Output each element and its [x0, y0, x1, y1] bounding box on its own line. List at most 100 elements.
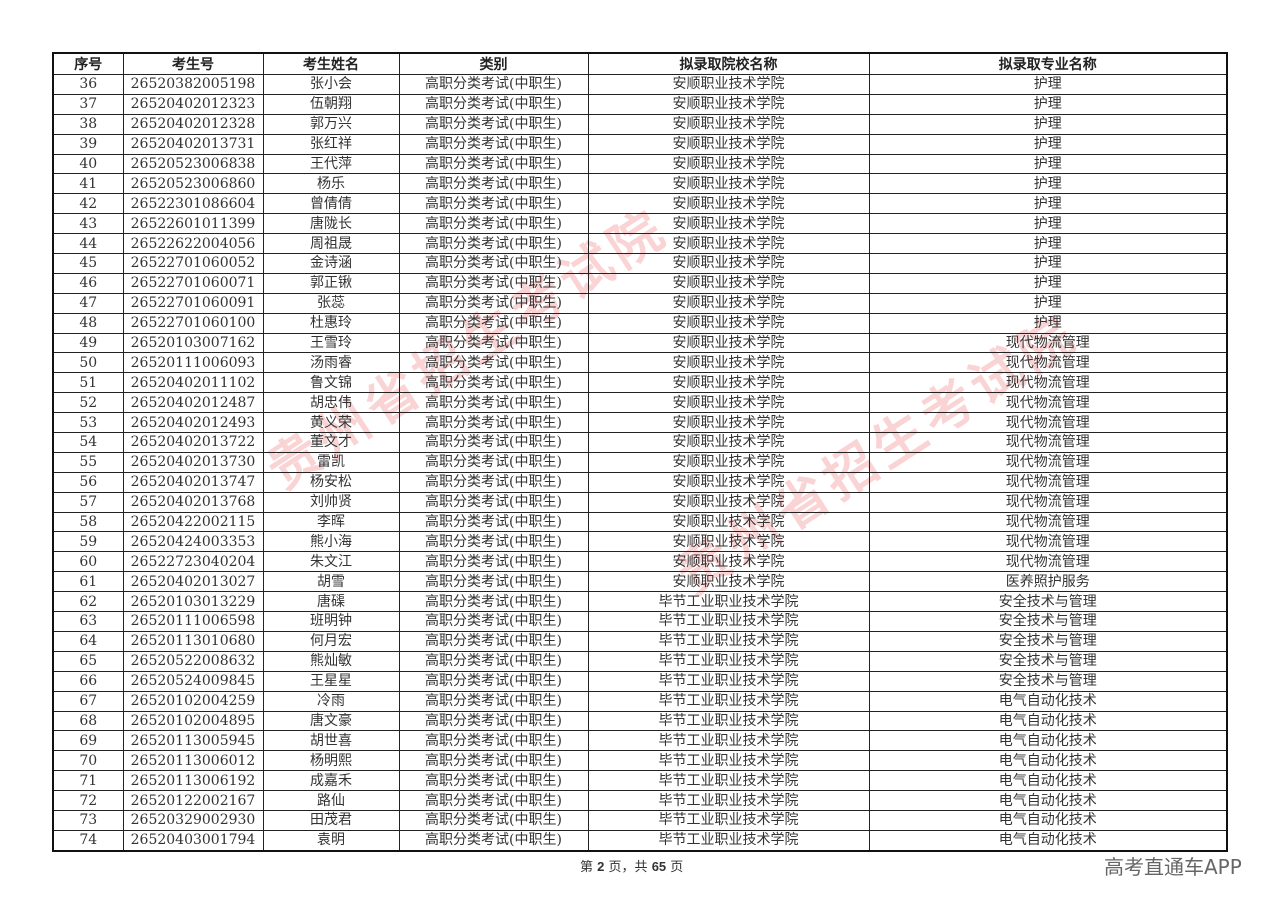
- cell-major: 护理: [868, 272, 1228, 294]
- cell-candidate-name: 张小会: [262, 74, 400, 95]
- table-row: 69 26520113005945 胡世喜 高职分类考试(中职生) 毕节工业职业技术学院…: [52, 730, 1228, 752]
- cell-candidate-name: 王星星: [262, 670, 400, 692]
- cell-candidate-name: 胡雪: [262, 571, 400, 593]
- table-row: 49 26520103007162 王雪玲 高职分类考试(中职生) 安顺职业技术学院 现代…: [52, 332, 1228, 354]
- table-row: 71 26520113006192 成嘉禾 高职分类考试(中职生) 毕节工业职业技术学院…: [52, 770, 1228, 792]
- cell-candidate-id: 26520113006192: [122, 770, 264, 792]
- cell-school: 安顺职业技术学院: [587, 511, 870, 533]
- cell-index: 64: [52, 630, 124, 652]
- cell-candidate-name: 黄义荣: [262, 412, 400, 434]
- cell-major: 护理: [868, 113, 1228, 135]
- cell-candidate-id: 26520524009845: [122, 670, 264, 692]
- cell-candidate-id: 26520122002167: [122, 790, 264, 811]
- cell-index: 49: [52, 332, 124, 354]
- footer-suffix: 页: [670, 860, 684, 875]
- cell-candidate-id: 26520402013027: [122, 571, 264, 593]
- cell-major: 现代物流管理: [868, 551, 1228, 573]
- cell-major: 现代物流管理: [868, 332, 1228, 354]
- table-row: 43 26522601011399 唐陇长 高职分类考试(中职生) 安顺职业技术学院 护理: [52, 213, 1228, 235]
- cell-category: 高职分类考试(中职生): [398, 630, 589, 652]
- cell-major: 现代物流管理: [868, 352, 1228, 374]
- cell-candidate-id: 26522701060100: [122, 312, 264, 334]
- cell-category: 高职分类考试(中职生): [398, 770, 589, 792]
- brand-watermark: 高考直通车APP: [1104, 855, 1242, 879]
- table-row: 66 26520524009845 王星星 高职分类考试(中职生) 毕节工业职业技术学院…: [52, 670, 1228, 692]
- header-school: 拟录取院校名称: [587, 52, 870, 75]
- cell-candidate-id: 26520424003353: [122, 531, 264, 553]
- cell-index: 51: [52, 372, 124, 394]
- cell-major: 现代物流管理: [868, 451, 1228, 473]
- table-row: 68 26520102004895 唐文豪 高职分类考试(中职生) 毕节工业职业技术学院…: [52, 710, 1228, 732]
- cell-school: 安顺职业技术学院: [587, 491, 870, 513]
- cell-major: 电气自动化技术: [868, 750, 1228, 772]
- cell-candidate-id: 26522601011399: [122, 213, 264, 235]
- cell-major: 医养照护服务: [868, 571, 1228, 593]
- footer-middle: 页，共: [608, 860, 648, 875]
- table-row: 53 26520402012493 黄义荣 高职分类考试(中职生) 安顺职业技术学院 现代…: [52, 412, 1228, 434]
- cell-school: 安顺职业技术学院: [587, 74, 870, 95]
- cell-school: 毕节工业职业技术学院: [587, 829, 870, 852]
- cell-major: 护理: [868, 253, 1228, 274]
- cell-category: 高职分类考试(中职生): [398, 272, 589, 294]
- table-row: 60 26522723040204 朱文江 高职分类考试(中职生) 安顺职业技术学院 现代…: [52, 551, 1228, 573]
- table-row: 63 26520111006598 班明钟 高职分类考试(中职生) 毕节工业职业技术学院…: [52, 611, 1228, 632]
- cell-candidate-id: 26520113006012: [122, 750, 264, 772]
- table-row: 70 26520113006012 杨明熙 高职分类考试(中职生) 毕节工业职业技术学院…: [52, 750, 1228, 772]
- cell-candidate-id: 26522622004056: [122, 233, 264, 255]
- cell-index: 52: [52, 392, 124, 414]
- table-row: 56 26520402013747 杨安松 高职分类考试(中职生) 安顺职业技术学院 现代…: [52, 471, 1228, 493]
- cell-index: 68: [52, 710, 124, 732]
- table-row: 39 26520402013731 张红祥 高职分类考试(中职生) 安顺职业技术学院 护理: [52, 133, 1228, 155]
- cell-category: 高职分类考试(中职生): [398, 790, 589, 811]
- cell-candidate-name: 汤雨睿: [262, 352, 400, 374]
- cell-index: 45: [52, 253, 124, 274]
- cell-school: 安顺职业技术学院: [587, 372, 870, 394]
- cell-school: 毕节工业职业技术学院: [587, 770, 870, 792]
- cell-major: 护理: [868, 193, 1228, 215]
- cell-major: 现代物流管理: [868, 432, 1228, 453]
- cell-category: 高职分类考试(中职生): [398, 74, 589, 95]
- cell-school: 安顺职业技术学院: [587, 113, 870, 135]
- cell-candidate-id: 26520402012493: [122, 412, 264, 434]
- table-row: 44 26522622004056 周祖晟 高职分类考试(中职生) 安顺职业技术学院 护理: [52, 233, 1228, 255]
- cell-category: 高职分类考试(中职生): [398, 551, 589, 573]
- cell-category: 高职分类考试(中职生): [398, 113, 589, 135]
- table-row: 51 26520402011102 鲁文锦 高职分类考试(中职生) 安顺职业技术学院 现代…: [52, 372, 1228, 394]
- cell-school: 安顺职业技术学院: [587, 571, 870, 593]
- cell-candidate-name: 金诗涵: [262, 253, 400, 274]
- cell-major: 电气自动化技术: [868, 730, 1228, 752]
- cell-category: 高职分类考试(中职生): [398, 809, 589, 831]
- cell-index: 61: [52, 571, 124, 593]
- cell-candidate-id: 26520403001794: [122, 829, 264, 852]
- cell-school: 毕节工业职业技术学院: [587, 750, 870, 772]
- cell-school: 毕节工业职业技术学院: [587, 790, 870, 811]
- cell-category: 高职分类考试(中职生): [398, 471, 589, 493]
- cell-category: 高职分类考试(中职生): [398, 153, 589, 175]
- cell-major: 护理: [868, 312, 1228, 334]
- cell-candidate-id: 26520402012328: [122, 113, 264, 135]
- cell-candidate-id: 26522701060052: [122, 253, 264, 274]
- cell-index: 46: [52, 272, 124, 294]
- table-row: 48 26522701060100 杜惠玲 高职分类考试(中职生) 安顺职业技术学院 护理: [52, 312, 1228, 334]
- table-row: 46 26522701060071 郭正锹 高职分类考试(中职生) 安顺职业技术学院 护理: [52, 272, 1228, 294]
- cell-index: 69: [52, 730, 124, 752]
- cell-major: 护理: [868, 74, 1228, 95]
- cell-category: 高职分类考试(中职生): [398, 670, 589, 692]
- cell-candidate-id: 26520402013730: [122, 451, 264, 473]
- cell-index: 47: [52, 292, 124, 314]
- cell-candidate-name: 王代萍: [262, 153, 400, 175]
- cell-candidate-name: 唐陇长: [262, 213, 400, 235]
- table-row: 67 26520102004259 冷雨 高职分类考试(中职生) 毕节工业职业技术学院电…: [52, 690, 1228, 712]
- cell-major: 安全技术与管理: [868, 650, 1228, 672]
- cell-category: 高职分类考试(中职生): [398, 571, 589, 593]
- table-row: 54 26520402013722 董文才 高职分类考试(中职生) 安顺职业技术学院 现代…: [52, 432, 1228, 453]
- cell-candidate-id: 26520522008632: [122, 650, 264, 672]
- cell-candidate-name: 胡忠伟: [262, 392, 400, 414]
- cell-school: 毕节工业职业技术学院: [587, 690, 870, 712]
- cell-index: 59: [52, 531, 124, 553]
- cell-candidate-id: 26520102004259: [122, 690, 264, 712]
- cell-school: 安顺职业技术学院: [587, 213, 870, 235]
- cell-candidate-name: 成嘉禾: [262, 770, 400, 792]
- cell-index: 43: [52, 213, 124, 235]
- cell-candidate-id: 26522701060091: [122, 292, 264, 314]
